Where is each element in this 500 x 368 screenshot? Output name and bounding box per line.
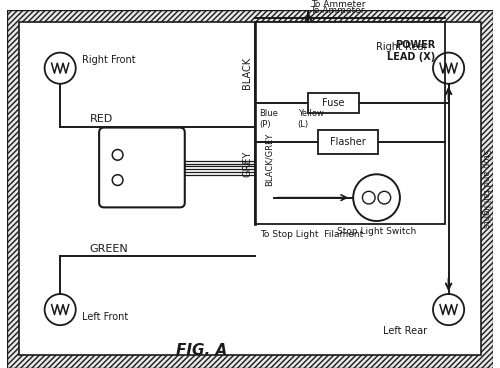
Text: To Ammeter: To Ammeter <box>310 6 365 15</box>
Text: Right Rear: Right Rear <box>376 42 427 52</box>
Text: Right Front: Right Front <box>82 56 135 66</box>
Text: BLACK/GREY: BLACK/GREY <box>265 133 274 186</box>
Text: Stop and tail lights: Stop and tail lights <box>481 149 490 229</box>
Bar <box>308 93 359 113</box>
Text: FIG. A: FIG. A <box>176 343 227 358</box>
Text: BLACK: BLACK <box>242 57 252 89</box>
Text: Blue
(P): Blue (P) <box>259 109 278 128</box>
Text: POWER
LEAD (X): POWER LEAD (X) <box>386 40 435 61</box>
Text: GREY: GREY <box>242 150 252 177</box>
Text: To Stop Light  Filament: To Stop Light Filament <box>260 230 363 239</box>
Text: RED: RED <box>90 114 112 124</box>
Text: GREEN: GREEN <box>90 244 128 254</box>
Text: Left Front: Left Front <box>82 312 128 322</box>
Bar <box>318 131 378 154</box>
Text: To Ammeter: To Ammeter <box>312 0 366 9</box>
Text: Fuse: Fuse <box>322 98 345 108</box>
Bar <box>255 22 444 224</box>
FancyBboxPatch shape <box>99 128 185 208</box>
Text: Left Rear: Left Rear <box>383 326 427 336</box>
Text: Flasher: Flasher <box>330 137 366 147</box>
Text: Stop Light Switch: Stop Light Switch <box>337 227 416 236</box>
Text: Yellow
(L): Yellow (L) <box>298 109 324 128</box>
